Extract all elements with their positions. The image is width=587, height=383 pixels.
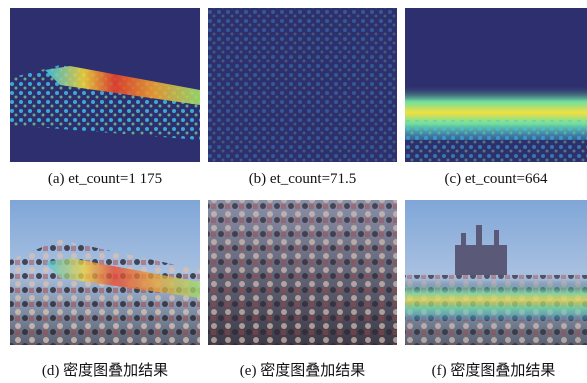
caption: (b) et_count=71.5 bbox=[208, 171, 397, 188]
density-band bbox=[405, 280, 587, 320]
caption: (f) 密度图叠加结果 bbox=[400, 359, 587, 380]
figure: (a) et_count=1 175 (b) et_count=71.5 (c)… bbox=[0, 0, 587, 383]
caption: (c) et_count=664 bbox=[405, 171, 587, 188]
caption: (a) et_count=1 175 bbox=[10, 171, 200, 188]
crowd bbox=[208, 200, 397, 345]
caption: (d) 密度图叠加结果 bbox=[4, 359, 206, 380]
density-scatter bbox=[405, 120, 587, 162]
caption: (e) 密度图叠加结果 bbox=[202, 359, 403, 380]
density-scatter bbox=[208, 8, 397, 162]
figure-art bbox=[0, 0, 587, 383]
